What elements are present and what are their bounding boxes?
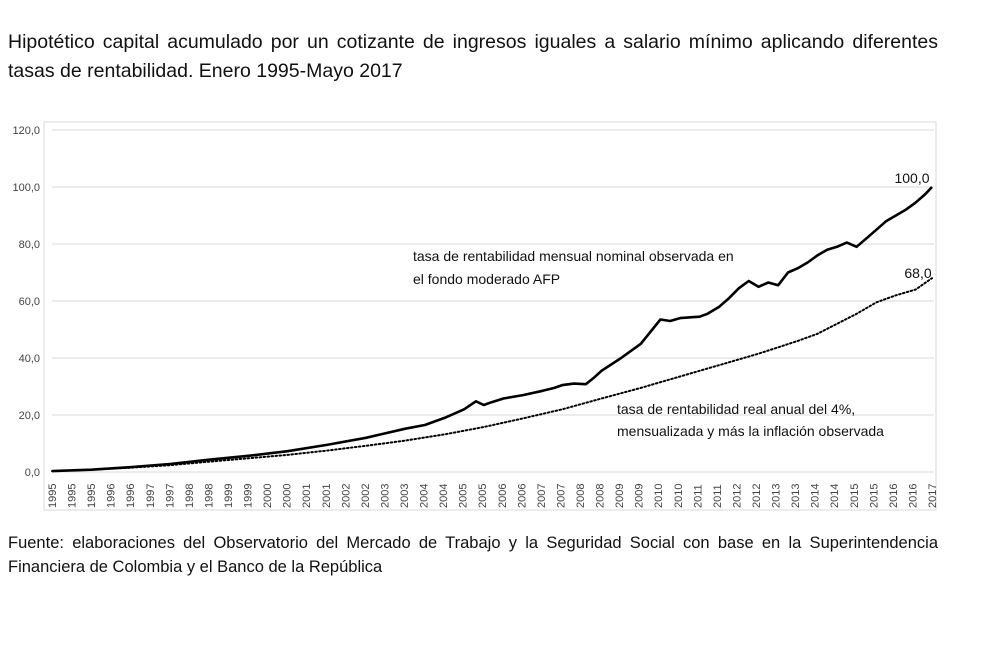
y-tick-label: 100,0 (12, 182, 40, 194)
x-tick-label: 1995 (47, 484, 59, 508)
x-tick-label: 2010 (653, 484, 665, 508)
source-note: Fuente: elaboraciones del Observatorio d… (8, 534, 938, 576)
x-tick-label: 1995 (86, 484, 98, 508)
x-tick-label: 2007 (555, 484, 567, 508)
x-tick-label: 2017 (927, 484, 939, 508)
x-tick-label: 2012 (751, 484, 763, 508)
x-tick-label: 2016 (888, 484, 900, 508)
annotation-real-4pct: mensualizada y más la inflación observad… (617, 423, 884, 439)
x-tick-label: 1997 (164, 484, 176, 508)
series-line-nominal-afp (51, 186, 933, 473)
end-label-real: 68,0 (904, 265, 931, 281)
x-tick-label: 2014 (810, 484, 822, 508)
x-tick-label: 2015 (849, 484, 861, 508)
x-tick-label: 1996 (125, 484, 137, 508)
x-tick-label: 2003 (379, 484, 391, 508)
plot-frame (43, 121, 937, 511)
x-tick-label: 2011 (712, 484, 724, 508)
annotation-nominal-afp: tasa de rentabilidad mensual nominal obs… (413, 248, 734, 264)
x-tick-label: 2015 (868, 484, 880, 508)
x-axis: 1995 1995 1995 1996 1996 1997 1997 1998 1998 1999… (47, 484, 939, 508)
y-tick-label: 0,0 (25, 467, 40, 479)
series-line-real-4pct (51, 277, 933, 473)
x-tick-label: 1995 (67, 484, 79, 508)
x-tick-label: 2005 (458, 484, 470, 508)
x-tick-label: 2001 (301, 484, 313, 508)
y-axis: 0,0 20,0 40,0 60,0 80,0 100,0 120,0 (12, 125, 40, 479)
annotations-group: 100,0 68,0 tasa de rentabilidad mensual no… (413, 170, 932, 439)
end-label-nominal: 100,0 (894, 170, 929, 186)
x-tick-label: 1996 (106, 484, 118, 508)
x-tick-label: 1998 (203, 484, 215, 508)
gridlines (52, 129, 934, 473)
x-tick-label: 2006 (516, 484, 528, 508)
x-tick-label: 2009 (634, 484, 646, 508)
x-tick-label: 2007 (536, 484, 548, 508)
y-tick-label: 80,0 (19, 239, 40, 251)
x-tick-label: 2000 (282, 484, 294, 508)
x-tick-label: 2002 (360, 484, 372, 508)
x-tick-label: 2008 (595, 484, 607, 508)
x-tick-label: 2004 (438, 484, 450, 508)
annotation-real-4pct: tasa de rentabilidad real anual del 4%, (617, 401, 855, 417)
y-tick-label: 120,0 (12, 125, 40, 137)
x-tick-label: 2000 (262, 484, 274, 508)
x-tick-label: 1999 (223, 484, 235, 508)
x-tick-label: 1998 (184, 484, 196, 508)
x-tick-label: 2010 (673, 484, 685, 508)
x-tick-label: 2016 (907, 484, 919, 508)
x-tick-label: 2005 (477, 484, 489, 508)
x-tick-label: 2003 (399, 484, 411, 508)
series-group (51, 186, 933, 473)
x-tick-label: 2001 (321, 484, 333, 508)
x-tick-label: 2013 (771, 484, 783, 508)
chart-title: Hipotético capital acumulado por un coti… (8, 31, 938, 82)
x-tick-label: 2011 (692, 484, 704, 508)
x-tick-label: 2008 (575, 484, 587, 508)
y-tick-label: 60,0 (19, 296, 40, 308)
x-tick-label: 2002 (340, 484, 352, 508)
x-tick-label: 2004 (419, 484, 431, 508)
x-tick-label: 2009 (614, 484, 626, 508)
x-tick-label: 1997 (145, 484, 157, 508)
y-tick-label: 20,0 (19, 410, 40, 422)
x-tick-label: 1999 (243, 484, 255, 508)
x-tick-label: 2014 (829, 484, 841, 508)
y-tick-label: 40,0 (19, 353, 40, 365)
x-tick-label: 2006 (497, 484, 509, 508)
annotation-nominal-afp: el fondo moderado AFP (413, 271, 560, 287)
x-tick-label: 2012 (731, 484, 743, 508)
x-tick-label: 2013 (790, 484, 802, 508)
